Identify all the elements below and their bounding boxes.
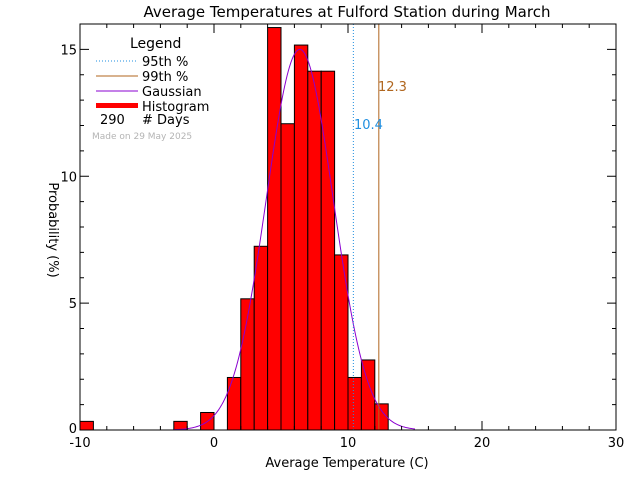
x-tick-label: 20 xyxy=(474,436,491,451)
x-tick-label: 30 xyxy=(608,436,625,451)
legend-label: 95th % xyxy=(142,55,188,70)
axis-ticks xyxy=(79,24,617,431)
legend-label: Gaussian xyxy=(142,85,202,100)
legend-label: Histogram xyxy=(142,100,209,115)
y-axis-label: Probability (%) xyxy=(45,182,60,277)
x-tick-label: 10 xyxy=(340,436,357,451)
histogram-bar xyxy=(307,70,322,431)
made-on-note: Made on 29 May 2025 xyxy=(92,132,192,142)
histogram-bar xyxy=(280,123,295,431)
legend-swatch-histogram xyxy=(96,103,138,108)
percentile-lines xyxy=(352,24,380,430)
y-tick-label: 15 xyxy=(60,43,77,58)
histogram-bar xyxy=(293,44,309,431)
y-tick-label: 5 xyxy=(69,297,77,312)
x-tick-label: 0 xyxy=(210,436,218,451)
y-tick-label: 0 xyxy=(69,422,77,437)
legend-title: Legend xyxy=(130,36,181,52)
legend-days-label: # Days xyxy=(142,113,190,128)
histogram-bar xyxy=(253,245,269,431)
histogram-bar xyxy=(79,420,94,431)
x-axis-label: Average Temperature (C) xyxy=(265,456,428,471)
chart-title: Average Temperatures at Fulford Station … xyxy=(144,3,551,21)
histogram-bars xyxy=(79,27,389,431)
histogram-bar xyxy=(267,27,282,431)
gaussian-curve xyxy=(173,48,416,431)
legend: Legend 95th % 99th % Gaussian Histogram … xyxy=(92,36,209,142)
y-tick-label: 10 xyxy=(60,170,77,185)
histogram-bar xyxy=(347,376,362,431)
legend-days-count: 290 xyxy=(100,113,125,128)
legend-label: 99th % xyxy=(142,70,188,85)
p95-value-label: 10.4 xyxy=(354,118,383,133)
x-tick-label: -10 xyxy=(69,436,90,451)
histogram-bar xyxy=(226,376,242,431)
p99-value-label: 12.3 xyxy=(378,80,407,95)
histogram-bar xyxy=(320,70,336,431)
